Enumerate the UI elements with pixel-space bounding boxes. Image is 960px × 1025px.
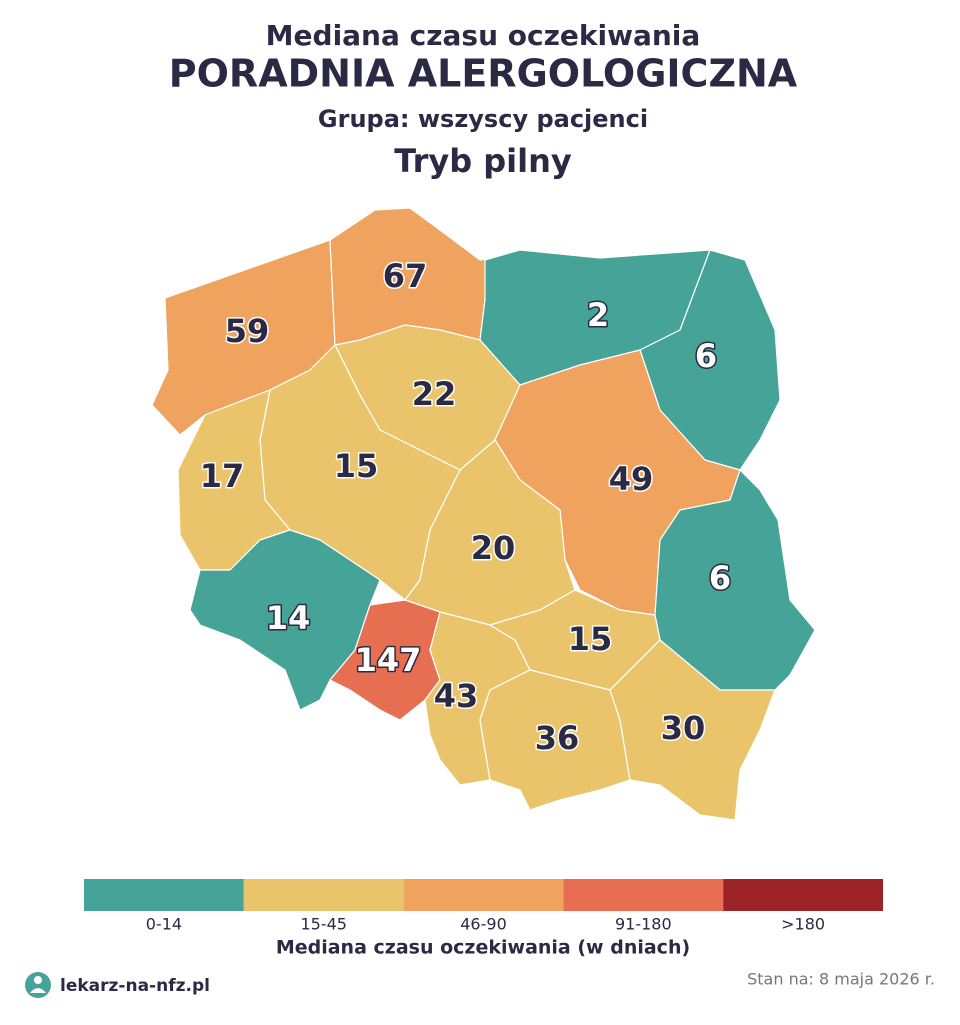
date-note: Stan na: 8 maja 2026 r. xyxy=(747,970,935,989)
legend-title: Mediana czasu oczekiwania (w dniach) xyxy=(276,937,690,959)
legend-label: 91-180 xyxy=(615,915,672,934)
legend-label: 46-90 xyxy=(460,915,507,934)
region-value: 67 xyxy=(383,257,428,295)
region-value: 15 xyxy=(334,447,379,485)
group-subtitle: Grupa: wszyscy pacjenci xyxy=(318,105,648,133)
legend-label: >180 xyxy=(781,915,825,934)
region-value: 49 xyxy=(609,460,654,498)
clinic-title: PORADNIA ALERGOLOGICZNA xyxy=(169,52,798,96)
region-value: 43 xyxy=(434,677,479,715)
region-value: 2 xyxy=(587,296,609,334)
region-value: 36 xyxy=(535,719,580,757)
region xyxy=(609,639,776,821)
title: Mediana czasu oczekiwania xyxy=(266,19,701,52)
region-value: 6 xyxy=(695,337,717,375)
site-name: lekarz-na-nfz.pl xyxy=(60,976,210,996)
region-value: 20 xyxy=(471,529,516,567)
logo-icon-head xyxy=(34,976,42,984)
region xyxy=(329,599,441,721)
region-value: 17 xyxy=(200,457,245,495)
legend-label: 0-14 xyxy=(146,915,182,934)
mode-subtitle: Tryb pilny xyxy=(394,142,572,180)
legend-swatch xyxy=(243,879,404,911)
legend-swatch xyxy=(563,879,724,911)
map: 59 67 2 6 22 15 17 49 20 6 14 147 43 15 36 30 xyxy=(151,207,816,821)
legend: 0-14 15-45 46-90 91-180 >180 xyxy=(84,879,883,934)
legend-label: 15-45 xyxy=(300,915,347,934)
legend-swatch xyxy=(723,879,883,911)
logo-icon xyxy=(25,972,51,998)
region-value: 14 xyxy=(266,599,311,637)
region-value: 59 xyxy=(225,312,270,350)
region-value: 15 xyxy=(568,620,613,658)
region-value: 30 xyxy=(661,709,706,747)
region-value: 22 xyxy=(412,375,457,413)
legend-swatch xyxy=(84,879,244,911)
region-value: 6 xyxy=(709,559,731,597)
logo xyxy=(25,972,51,998)
legend-swatch xyxy=(403,879,564,911)
logo-icon-body xyxy=(30,988,46,993)
region-value: 147 xyxy=(355,641,422,679)
